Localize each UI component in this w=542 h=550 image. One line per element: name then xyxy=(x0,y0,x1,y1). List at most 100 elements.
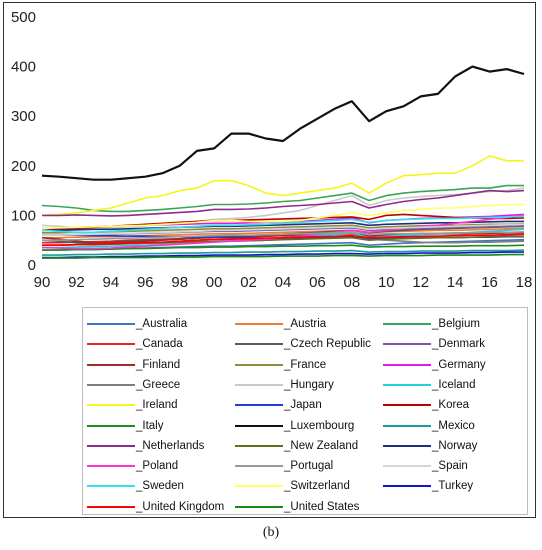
legend-item-hungary: _Hungary xyxy=(235,375,334,395)
figure-caption: (b) xyxy=(262,525,280,540)
legend-item-united-kingdom: _United Kingdom xyxy=(87,497,224,517)
legend-item-poland: _Poland xyxy=(87,456,178,476)
chart-frame: 0 100 200 300 400 500 90 92 94 96 98 00 02 04 06 08 10 12… xyxy=(3,2,536,518)
y-tick-label: 100 xyxy=(11,207,36,224)
series-line-mexico xyxy=(42,249,525,256)
legend-label: _Switzerland xyxy=(284,480,350,493)
legend-item-new-zealand: _New Zealand xyxy=(235,436,358,456)
legend-item-norway: _Norway xyxy=(383,436,477,456)
legend-item-netherlands: _Netherlands xyxy=(87,436,204,456)
legend-swatch xyxy=(383,485,431,488)
series-line-belgium xyxy=(41,184,524,213)
legend-item-australia: _Australia xyxy=(87,314,187,334)
legend-label: _United States xyxy=(284,500,360,513)
legend-label: _Hungary xyxy=(284,378,334,391)
legend-item-germany: _Germany xyxy=(383,355,486,375)
legend-swatch xyxy=(235,465,283,468)
legend-swatch xyxy=(87,343,135,346)
legend-item-luxembourg: _Luxembourg xyxy=(235,416,354,436)
series-line-hungary xyxy=(41,187,525,230)
legend-item-korea: _Korea xyxy=(383,395,469,415)
legend-item-greece: _Greece xyxy=(87,375,180,395)
legend-item-canada: _Canada xyxy=(87,334,183,354)
legend-item-mexico: _Mexico xyxy=(383,416,475,436)
legend-swatch xyxy=(383,424,431,427)
legend-item-denmark: _Denmark xyxy=(383,334,485,354)
legend-swatch xyxy=(383,363,431,366)
x-tick-label: 12 xyxy=(412,274,429,291)
chart-legend: _Australia _Austria _Belgium _Canada _Czech … xyxy=(82,307,528,515)
legend-label: _Sweden xyxy=(136,480,184,493)
legend-item-united-states: _United States xyxy=(235,497,359,517)
legend-item-ireland: _Ireland xyxy=(87,395,178,415)
legend-item-switzerland: _Switzerland xyxy=(235,476,350,496)
series-line-norway xyxy=(42,220,524,232)
y-tick-label: 200 xyxy=(11,158,36,175)
legend-swatch xyxy=(383,383,431,386)
legend-swatch xyxy=(87,323,135,325)
legend-label: _Korea xyxy=(432,399,470,412)
legend-label: _Luxembourg xyxy=(284,419,355,432)
x-tick-label: 92 xyxy=(68,274,85,291)
legend-label: _Denmark xyxy=(432,338,486,351)
series-line-portugal xyxy=(42,231,525,241)
x-tick-label: 94 xyxy=(103,274,120,291)
y-tick-label: 400 xyxy=(11,59,36,76)
legend-swatch xyxy=(235,323,283,325)
legend-swatch xyxy=(87,485,135,488)
series-line-ireland xyxy=(41,155,524,217)
x-tick-label: 10 xyxy=(378,274,395,291)
x-tick-label: 96 xyxy=(137,274,154,291)
legend-item-france: _France xyxy=(235,355,326,375)
legend-item-spain: _Spain xyxy=(383,456,468,476)
x-tick-label: 06 xyxy=(309,274,326,291)
series-line-spain xyxy=(42,223,525,236)
line-chart: 0 100 200 300 400 500 90 92 94 96 98 00 02 04 06 08 10 12… xyxy=(11,9,533,291)
legend-item-turkey: _Turkey xyxy=(383,476,473,496)
legend-label: _Austria xyxy=(284,318,327,330)
legend-label: _Finland xyxy=(136,358,181,371)
legend-swatch xyxy=(235,485,283,488)
legend-label: _Poland xyxy=(136,460,179,473)
x-tick-label: 04 xyxy=(275,274,292,291)
legend-swatch xyxy=(235,404,283,407)
legend-item-belgium: _Belgium xyxy=(383,314,480,334)
x-tick-label: 00 xyxy=(206,274,223,291)
y-tick-label: 300 xyxy=(11,108,36,125)
legend-swatch xyxy=(235,444,283,447)
legend-label: _Mexico xyxy=(432,419,475,432)
series-line-switzerland xyxy=(42,203,524,229)
legend-label: _Spain xyxy=(432,460,468,473)
series-line-united-states xyxy=(42,253,524,259)
y-tick-label: 500 xyxy=(11,9,36,26)
legend-item-czech-republic: _Czech Republic xyxy=(235,334,371,354)
legend-label: _Germany xyxy=(432,358,486,371)
x-tick-label: 90 xyxy=(34,274,51,291)
series-line-sweden xyxy=(41,215,525,234)
legend-item-finland: _Finland xyxy=(87,355,180,375)
legend-swatch xyxy=(87,363,135,366)
x-tick-label: 18 xyxy=(516,274,533,291)
legend-swatch xyxy=(235,343,283,346)
legend-label: _Iceland xyxy=(432,378,476,391)
legend-item-japan: _Japan xyxy=(235,395,322,415)
x-tick-label: 14 xyxy=(447,274,464,291)
y-tick-label: 0 xyxy=(28,257,36,274)
legend-swatch xyxy=(87,505,135,508)
legend-swatch xyxy=(383,444,431,447)
legend-swatch xyxy=(87,383,135,386)
series-line-united-kingdom xyxy=(42,233,525,246)
legend-label: _United Kingdom xyxy=(136,500,225,513)
legend-swatch xyxy=(383,465,431,468)
x-tick-label: 08 xyxy=(344,274,361,291)
legend-swatch xyxy=(87,424,135,427)
legend-swatch xyxy=(235,505,283,508)
legend-swatch xyxy=(383,404,431,407)
legend-label: _Canada xyxy=(136,338,183,351)
legend-swatch xyxy=(87,465,135,468)
x-tick-label: 02 xyxy=(240,274,257,291)
legend-label: _Japan xyxy=(284,399,322,412)
x-tick-label: 16 xyxy=(481,274,498,291)
legend-label: _Turkey xyxy=(432,480,474,493)
series-line-turkey xyxy=(42,251,524,259)
